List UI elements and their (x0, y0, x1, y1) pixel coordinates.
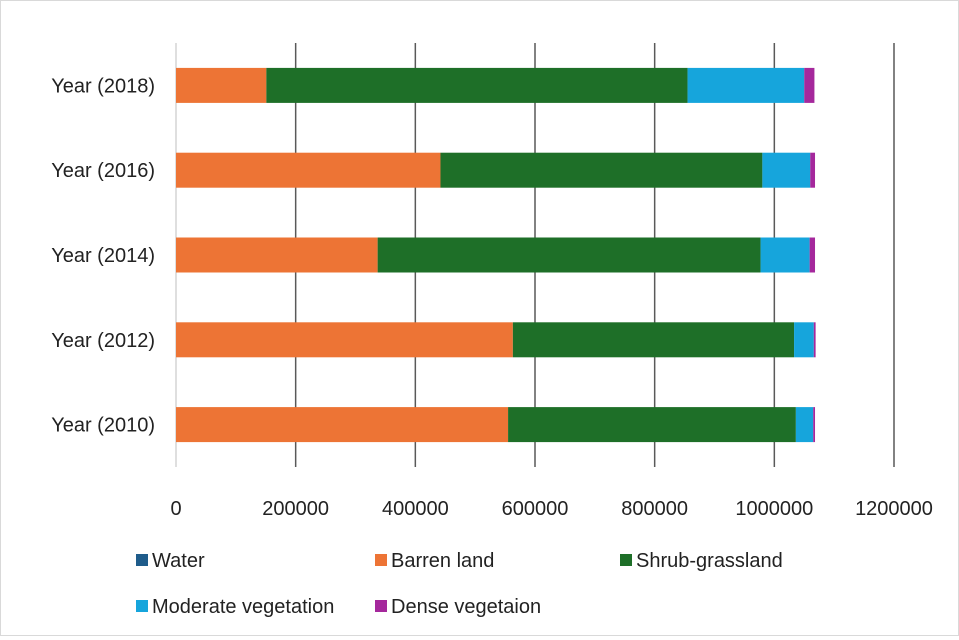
bar-moderate-vegetation-year-2014 (760, 237, 810, 273)
legend-swatch (620, 554, 632, 566)
x-tick-label: 1200000 (855, 498, 933, 520)
x-tick-label: 400000 (382, 498, 449, 520)
bar-dense-vegetaion-year-2018 (804, 67, 815, 103)
legend-label: Shrub-grassland (636, 550, 783, 572)
legend-item-barren-land: Barren land (375, 550, 494, 572)
bar-moderate-vegetation-year-2016 (762, 152, 811, 188)
bar-shrub-grassland-year-2014 (377, 237, 761, 273)
bar-barren-land-year-2016 (176, 152, 441, 188)
bar-shrub-grassland-year-2018 (266, 67, 688, 103)
legend-swatch (375, 600, 387, 612)
x-tick-label: 0 (170, 498, 181, 520)
legend-label: Barren land (391, 550, 494, 572)
bar-moderate-vegetation-year-2018 (687, 67, 805, 103)
y-category-label: Year (2018) (51, 75, 155, 97)
bar-moderate-vegetation-year-2012 (794, 322, 814, 358)
bar-barren-land-year-2014 (176, 237, 378, 273)
bar-moderate-vegetation-year-2010 (795, 407, 814, 443)
bar-dense-vegetaion-year-2016 (810, 152, 816, 188)
legend: Water Barren land Shrub-grassland Moderate … (136, 550, 783, 618)
bar-dense-vegetaion-year-2010 (813, 407, 816, 443)
x-axis-labels: 0 200000 400000 600000 800000 1000000 1200000 (170, 498, 933, 520)
bar-barren-land-year-2018 (176, 67, 267, 103)
bars (176, 67, 816, 443)
x-tick-label: 200000 (262, 498, 329, 520)
bar-barren-land-year-2010 (176, 407, 509, 443)
legend-label: Dense vegetaion (391, 596, 541, 618)
bar-shrub-grassland-year-2010 (508, 407, 796, 443)
y-category-label: Year (2014) (51, 245, 155, 267)
x-tick-label: 1000000 (735, 498, 813, 520)
legend-item-water: Water (136, 550, 205, 572)
y-category-label: Year (2010) (51, 415, 155, 437)
legend-item-shrub-grassland: Shrub-grassland (620, 550, 783, 572)
bar-shrub-grassland-year-2016 (440, 152, 763, 188)
legend-swatch (375, 554, 387, 566)
x-tick-label: 800000 (621, 498, 688, 520)
legend-label: Water (152, 550, 205, 572)
legend-item-moderate-vegetation: Moderate vegetation (136, 596, 334, 618)
x-tick-label: 600000 (502, 498, 569, 520)
bar-shrub-grassland-year-2012 (512, 322, 795, 358)
y-category-label: Year (2012) (51, 330, 155, 352)
bar-dense-vegetaion-year-2012 (813, 322, 816, 358)
legend-swatch (136, 600, 148, 612)
y-category-label: Year (2016) (51, 160, 155, 182)
legend-swatch (136, 554, 148, 566)
legend-item-dense-vegetaion: Dense vegetaion (375, 596, 541, 618)
bar-dense-vegetaion-year-2014 (809, 237, 816, 273)
bar-barren-land-year-2012 (176, 322, 513, 358)
legend-label: Moderate vegetation (152, 596, 334, 618)
y-axis-labels: Year (2018) Year (2016) Year (2014) Year (2… (51, 75, 155, 436)
